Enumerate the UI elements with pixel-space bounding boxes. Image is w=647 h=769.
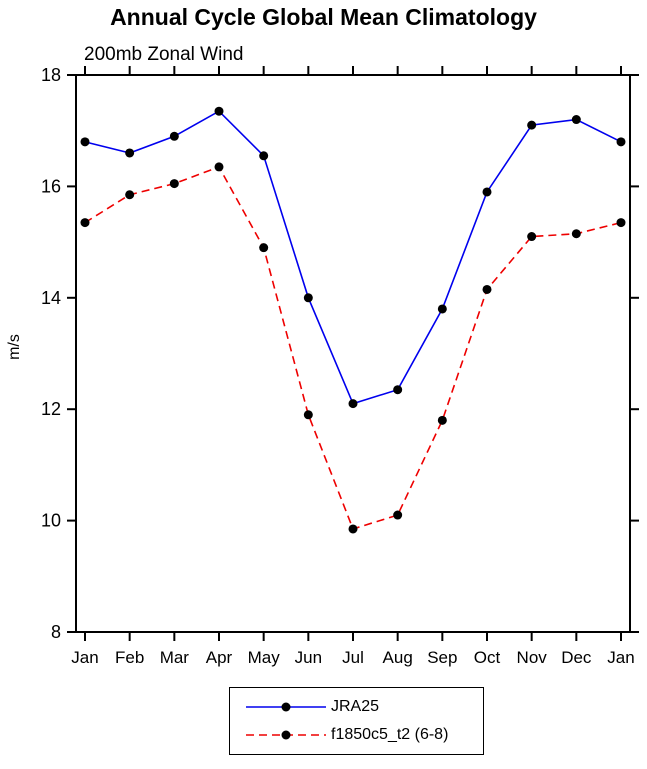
x-tick-label: Mar	[160, 648, 190, 667]
data-point-marker	[80, 137, 90, 147]
y-tick-label: 12	[41, 399, 61, 419]
legend: JRA25 f1850c5_t2 (6-8)	[229, 687, 484, 755]
x-tick-label: Dec	[561, 648, 592, 667]
data-point-marker	[616, 137, 626, 147]
legend-marker-icon	[281, 702, 291, 712]
x-tick-label: Apr	[206, 648, 233, 667]
data-point-marker	[80, 218, 90, 228]
data-point-marker	[482, 187, 492, 197]
data-point-marker	[437, 415, 447, 425]
data-point-marker	[571, 229, 581, 239]
x-tick-label: Sep	[427, 648, 457, 667]
y-tick-label: 18	[41, 65, 61, 85]
legend-label-jra25: JRA25	[331, 698, 380, 715]
legend-line-sample-f1850c5	[246, 730, 326, 740]
data-point-marker	[393, 385, 403, 395]
data-point-marker	[303, 410, 313, 420]
series-line-f1850c5-t2-6-8-	[84, 165, 622, 530]
x-tick-label: Nov	[517, 648, 548, 667]
series-line-jra25	[84, 110, 622, 405]
x-tick-label: Feb	[115, 648, 144, 667]
data-point-marker	[571, 115, 581, 125]
data-point-marker	[125, 190, 135, 200]
data-point-marker	[169, 179, 179, 189]
y-tick-label: 8	[51, 622, 61, 642]
data-point-marker	[125, 148, 135, 158]
x-tick-label: Jan	[607, 648, 634, 667]
data-point-marker	[214, 106, 224, 116]
legend-label-f1850c5: f1850c5_t2 (6-8)	[331, 726, 449, 743]
data-point-marker	[527, 120, 537, 130]
plot-border	[75, 74, 631, 633]
legend-marker-icon	[281, 730, 291, 740]
data-point-marker	[259, 243, 269, 253]
x-tick-label: May	[248, 648, 281, 667]
y-tick-label: 14	[41, 288, 61, 308]
data-point-marker	[616, 218, 626, 228]
chart-subtitle: 200mb Zonal Wind	[84, 44, 244, 65]
chart-title: Annual Cycle Global Mean Climatology	[110, 4, 537, 30]
legend-item-jra25: JRA25	[243, 698, 483, 716]
data-point-marker	[527, 232, 537, 242]
y-tick-label: 16	[41, 176, 61, 196]
x-tick-label: Jul	[342, 648, 364, 667]
x-tick-label: Jun	[295, 648, 322, 667]
x-tick-label: Jan	[71, 648, 98, 667]
y-tick-label: 10	[41, 511, 61, 531]
data-point-marker	[169, 131, 179, 141]
x-tick-label: Aug	[383, 648, 413, 667]
x-tick-label: Oct	[474, 648, 501, 667]
data-point-marker	[303, 293, 313, 303]
legend-line-sample-jra25	[246, 702, 326, 712]
data-point-marker	[214, 162, 224, 172]
data-point-marker	[348, 399, 358, 409]
legend-item-f1850c5: f1850c5_t2 (6-8)	[243, 726, 483, 744]
data-point-marker	[437, 304, 447, 314]
data-point-marker	[393, 510, 403, 520]
data-point-marker	[482, 284, 492, 294]
data-point-marker	[259, 151, 269, 161]
data-point-marker	[348, 524, 358, 534]
